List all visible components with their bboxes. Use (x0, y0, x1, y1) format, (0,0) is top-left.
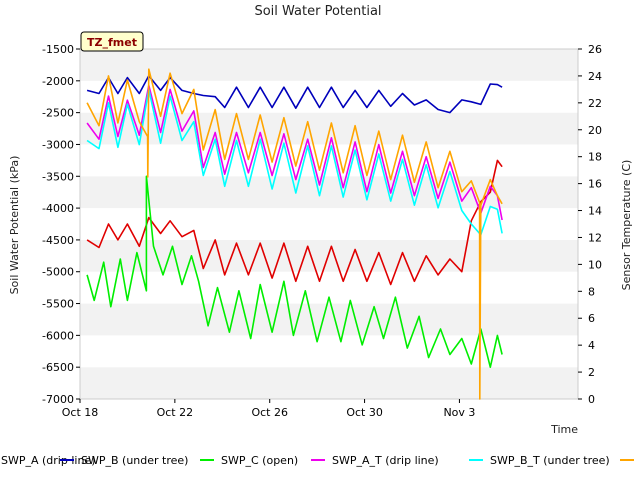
legend-item: SWP_B (under tree) (60, 454, 188, 467)
x-tick-label: Oct 18 (62, 406, 99, 419)
grid-band (80, 367, 578, 399)
series-line-swp-b-under-tree (86, 74, 503, 114)
x-axis-ticks: Oct 18 Oct 22 Oct 26 Oct 30 Nov 3 (62, 399, 475, 419)
legend-item: SWP_A (drip line) (1, 454, 96, 467)
y-tick-label: -3000 (42, 138, 74, 151)
plot-frame (79, 48, 579, 400)
y2-tick-label: 12 (588, 231, 602, 244)
y-tick-label: -1500 (42, 43, 74, 56)
y-tick-label: -4500 (42, 234, 74, 247)
y2-tick-label: 2 (588, 366, 595, 379)
legend-item: SWP_C_T (open) (620, 459, 634, 461)
y2-tick-label: 18 (588, 151, 602, 164)
y-tick-label: -5500 (42, 298, 74, 311)
series-line-swp-b-t-under-tree (86, 88, 503, 236)
grid-band (80, 49, 578, 81)
legend-item: SWP_C (open) (200, 454, 298, 467)
grid-band (80, 208, 578, 240)
series-line-swp-a-drip-line (86, 159, 503, 286)
legend-label: SWP_B (under tree) (81, 454, 188, 467)
y2-tick-label: 8 (588, 285, 595, 298)
y2-tick-label: 14 (588, 205, 602, 218)
x-tick-label: Oct 30 (346, 406, 383, 419)
y2-tick-label: 6 (588, 312, 595, 325)
legend: SWP_A (drip line)SWP_B (under tree) SWP_C… (1, 454, 634, 467)
site-label: TZ_fmet (87, 36, 137, 49)
legend-item: SWP_B_T (under tree) (469, 454, 610, 467)
y2-tick-label: 22 (588, 97, 602, 110)
y2-tick-label: 24 (588, 70, 602, 83)
y-axis-label: Soil Water Potential (kPa) (8, 156, 21, 295)
series-lines (86, 68, 503, 400)
y2-tick-label: 20 (588, 124, 602, 137)
chart-title: Soil Water Potential (254, 4, 381, 19)
y2-tick-label: 10 (588, 258, 602, 271)
legend-item: SWP_A_T (drip line) (311, 454, 439, 467)
y2-tick-label: 16 (588, 178, 602, 191)
grid-band (80, 303, 578, 336)
site-label-box: TZ_fmet (80, 31, 144, 52)
legend-label: SWP_C (open) (221, 454, 298, 467)
legend-label: SWP_A (drip line) (1, 454, 96, 467)
y2-tick-label: 0 (588, 393, 595, 406)
y-tick-label: -7000 (42, 393, 74, 406)
grid-band (80, 335, 578, 368)
y-tick-label: -5000 (42, 266, 74, 279)
series-line-swp-a-t-drip-line (86, 84, 503, 221)
series-line-swp-c-open (86, 175, 503, 369)
y-axis-ticks: -7000 -6500 -6000 -5500 -5000 -4500 -4000 -3500… (42, 43, 80, 406)
y-tick-label: -6000 (42, 329, 74, 342)
grid-band (80, 176, 578, 209)
legend-label: SWP_A_T (drip line) (332, 454, 439, 467)
x-tick-label: Oct 22 (157, 406, 194, 419)
y2-tick-label: 4 (588, 339, 595, 352)
y2-tick-label: 26 (588, 43, 602, 56)
legend-label: SWP_B_T (under tree) (490, 454, 610, 467)
x-axis-label: Time (550, 423, 578, 436)
y-tick-label: -3500 (42, 170, 74, 183)
x-tick-label: Nov 3 (443, 406, 475, 419)
y2-axis-label: Sensor Temperature (C) (620, 160, 633, 291)
x-tick-label: Oct 26 (251, 406, 288, 419)
y-tick-label: -2000 (42, 75, 74, 88)
y-tick-label: -4000 (42, 202, 74, 215)
series-line-swp-c-t-open (86, 68, 503, 400)
grid-bands (80, 49, 578, 399)
y-tick-label: -2500 (42, 107, 74, 120)
y-tick-label: -6500 (42, 361, 74, 374)
